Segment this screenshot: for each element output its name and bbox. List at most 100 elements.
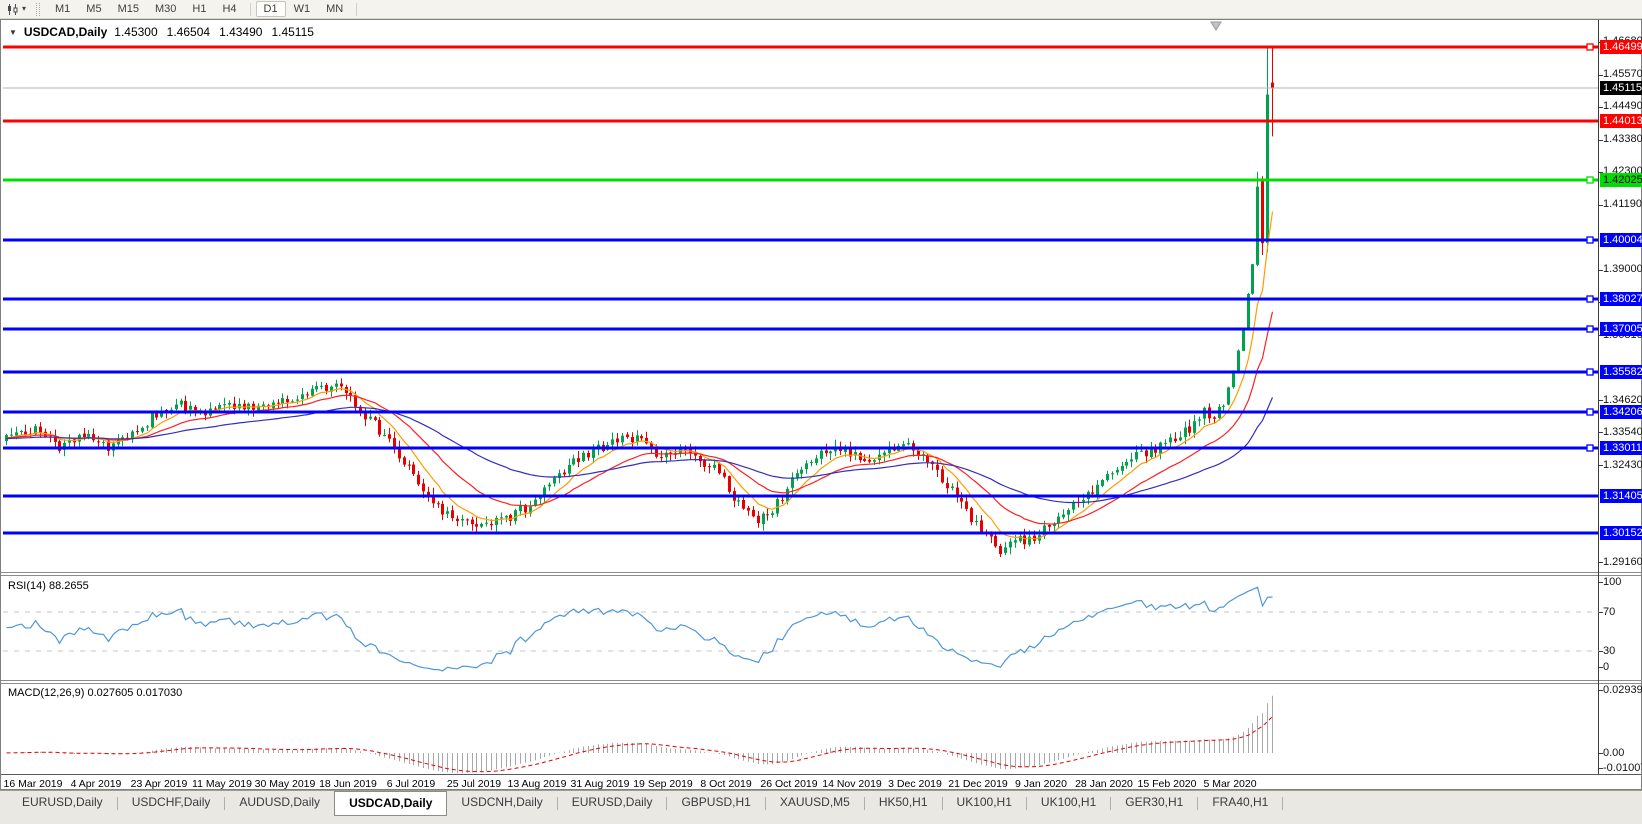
price-level-badge: 1.45115 <box>1600 81 1642 95</box>
tab-eurusd-daily[interactable]: EURUSD,Daily <box>22 795 103 809</box>
ohlc-high-value: 1.46504 <box>166 25 211 39</box>
toolbar-separator <box>356 2 358 16</box>
timeframe-button-d1[interactable]: D1 <box>255 1 286 17</box>
date-label: 3 Dec 2019 <box>888 778 942 790</box>
timeframe-button-m15[interactable]: M15 <box>117 3 139 15</box>
chart-shift-marker-icon[interactable] <box>1210 21 1222 31</box>
tab-usdchf-daily[interactable]: USDCHF,Daily <box>131 795 211 809</box>
toolbar-separator <box>249 2 251 16</box>
fast-ma-line <box>6 211 1274 540</box>
symbol-dropdown-icon[interactable]: ▼ <box>9 28 17 37</box>
macd-signal-line <box>6 716 1273 773</box>
timeframe-button-m5[interactable]: M5 <box>86 3 102 15</box>
timeframe-toolbar: M1 M5 M15 M30 H1 H4 D1 W1 MN <box>47 1 362 17</box>
timeframe-button-m30[interactable]: M30 <box>154 3 177 15</box>
price-level-badge: 1.30152 <box>1600 526 1642 540</box>
tab-separator <box>1025 797 1027 810</box>
tab-xauusd-m5[interactable]: XAUUSD,M5 <box>779 795 850 809</box>
tab-separator <box>863 797 865 810</box>
timeframe-button-h4[interactable]: H4 <box>222 3 237 15</box>
candlestick-chart-icon <box>8 3 18 15</box>
tab-usdcnh-daily[interactable]: USDCNH,Daily <box>461 795 543 809</box>
tab-separator <box>1197 797 1199 810</box>
tab-separator <box>1282 797 1284 810</box>
price-level-badge: 1.42025 <box>1600 173 1642 187</box>
tab-audusd-daily[interactable]: AUDUSD,Daily <box>239 795 321 809</box>
date-label: 5 Mar 2020 <box>1203 778 1257 790</box>
macd-axis-label: -0.010075 <box>1603 762 1642 774</box>
date-label: 16 Mar 2019 <box>3 778 63 790</box>
price-tick: 1.29160 <box>1603 556 1642 568</box>
date-label: 11 May 2019 <box>192 778 252 790</box>
tab-usdcad-daily[interactable]: USDCAD,Daily <box>334 791 448 816</box>
rsi-axis-label: 30 <box>1603 645 1616 657</box>
tab-fra40-h1[interactable]: FRA40,H1 <box>1212 795 1269 809</box>
date-label: 30 May 2019 <box>254 778 316 790</box>
price-level-badge: 1.37005 <box>1600 322 1642 336</box>
level-lines-layer <box>3 43 1599 535</box>
price-level-badge: 1.40004 <box>1600 233 1642 247</box>
rsi-axis-label: 0 <box>1603 661 1610 673</box>
tab-uk100-h1[interactable]: UK100,H1 <box>956 795 1012 809</box>
tab-separator <box>556 797 558 810</box>
date-label: 23 Apr 2019 <box>130 778 188 790</box>
price-tick: 1.44490 <box>1603 100 1642 112</box>
timeframe-button-h1[interactable]: H1 <box>192 3 207 15</box>
date-label: 15 Feb 2020 <box>1137 778 1197 790</box>
price-tick: 1.32430 <box>1603 459 1642 471</box>
date-label: 26 Oct 2019 <box>760 778 818 790</box>
macd-axis-label: 0.00 <box>1603 747 1625 759</box>
tab-gbpusd-h1[interactable]: GBPUSD,H1 <box>681 795 751 809</box>
price-level-badge: 1.46499 <box>1600 40 1642 54</box>
chart-title: ▼ USDCAD,Daily 1.45300 1.46504 1.43490 1.45… <box>9 25 314 39</box>
rsi-line <box>6 586 1273 672</box>
tab-separator <box>116 797 118 810</box>
ohlc-open-value: 1.45300 <box>114 25 158 39</box>
tab-separator <box>666 797 668 810</box>
chart-tab-bar: EURUSD,Daily USDCHF,Daily AUDUSD,Daily USDC… <box>0 790 1642 824</box>
date-label: 14 Nov 2019 <box>822 778 882 790</box>
rsi-indicator-label: RSI(14) 88.2655 <box>8 580 89 592</box>
tab-hk50-h1[interactable]: HK50,H1 <box>878 795 928 809</box>
timeframe-button-m1[interactable]: M1 <box>55 3 71 15</box>
candles-layer <box>5 46 1274 558</box>
price-level-badge: 1.35582 <box>1600 365 1642 379</box>
date-label: 13 Aug 2019 <box>507 778 567 790</box>
price-level-badge: 1.31405 <box>1600 489 1642 503</box>
slow-ma-line <box>6 397 1274 504</box>
medium-ma-line <box>6 311 1274 525</box>
date-label: 19 Sep 2019 <box>633 778 693 790</box>
price-tick: 1.33540 <box>1603 426 1642 438</box>
tab-ger30-h1[interactable]: GER30,H1 <box>1125 795 1184 809</box>
price-level-badge: 1.38027 <box>1600 292 1642 306</box>
tab-separator <box>1110 797 1112 810</box>
timeframe-button-mn[interactable]: MN <box>326 3 344 15</box>
date-label: 21 Dec 2019 <box>948 778 1008 790</box>
chevron-down-icon: ▾ <box>22 4 27 13</box>
tab-uk100-h1[interactable]: UK100,H1 <box>1040 795 1097 809</box>
macd-axis-label: 0.029399 <box>1603 684 1642 696</box>
rsi-axis-label: 70 <box>1603 606 1616 618</box>
ohlc-close-value: 1.45115 <box>271 25 314 39</box>
date-label: 31 Aug 2019 <box>570 778 630 790</box>
price-tick: 1.39000 <box>1603 263 1642 275</box>
price-tick: 1.41190 <box>1603 198 1642 210</box>
date-label: 25 Jul 2019 <box>446 778 502 790</box>
toolbar-grip <box>36 2 41 16</box>
date-label: 6 Jul 2019 <box>386 778 436 790</box>
chart-type-button[interactable]: ▾ <box>0 1 30 18</box>
price-level-badge: 1.34206 <box>1600 405 1642 419</box>
rsi-axis-label: 100 <box>1603 576 1622 588</box>
price-tick: 1.43380 <box>1603 133 1642 145</box>
tab-separator <box>764 797 766 810</box>
ohlc-low-value: 1.43490 <box>219 25 263 39</box>
timeframe-button-w1[interactable]: W1 <box>293 3 311 15</box>
price-tick: 1.45570 <box>1603 68 1642 80</box>
date-label: 28 Jan 2020 <box>1075 778 1133 790</box>
tab-eurusd-daily[interactable]: EURUSD,Daily <box>571 795 653 809</box>
date-label: 18 Jun 2019 <box>319 778 377 790</box>
tab-separator <box>941 797 943 810</box>
date-label: 9 Jan 2020 <box>1015 778 1067 790</box>
date-label: 8 Oct 2019 <box>700 778 752 790</box>
price-tick: 1.34620 <box>1603 394 1642 406</box>
